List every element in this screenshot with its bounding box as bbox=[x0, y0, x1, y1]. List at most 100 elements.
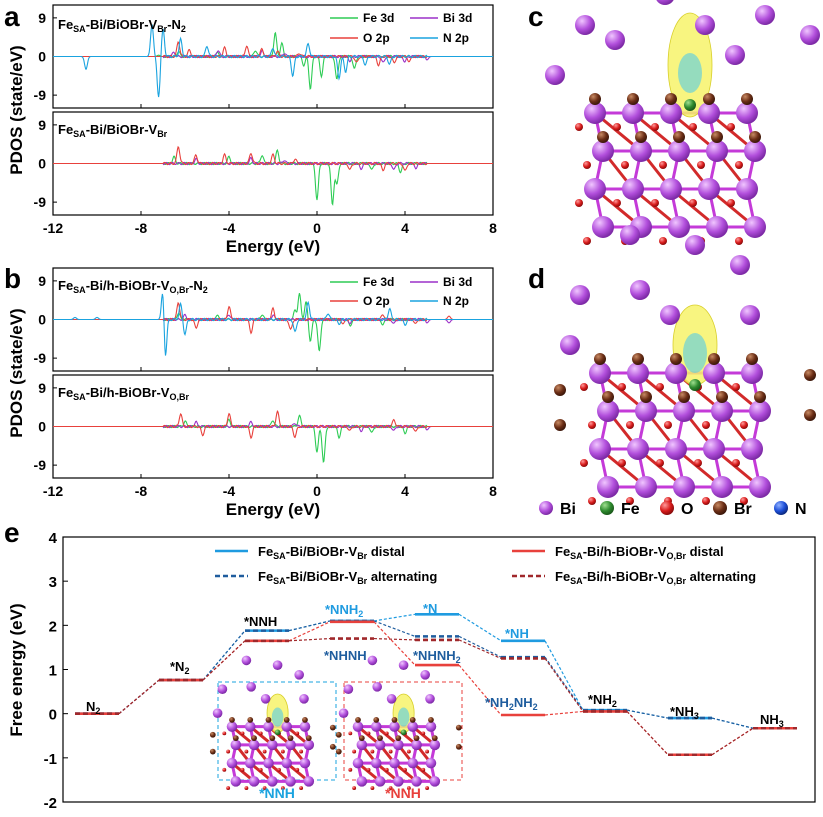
pdos-b: FeSA-Bi/h-BiOBr-VO,Br-N2 FeSA-Bi/h-BiOBr… bbox=[52, 267, 494, 479]
o-atom bbox=[384, 767, 389, 772]
free-energy-legend: FeSA-Bi/BiOBr-VBr distal FeSA-Bi/BiOBr-V… bbox=[215, 544, 756, 586]
bi-atom bbox=[267, 776, 278, 787]
x-tick-label: 0 bbox=[313, 483, 321, 499]
y-tick-label: -9 bbox=[34, 87, 47, 103]
br-atom bbox=[602, 391, 614, 403]
bi-atom bbox=[393, 776, 404, 787]
o-atom bbox=[694, 459, 702, 467]
legend-blue-distal: FeSA-Bi/BiOBr-VBr distal bbox=[258, 544, 405, 561]
connector-blue-alternating bbox=[458, 635, 502, 658]
br-atom bbox=[305, 735, 312, 742]
fe-y-tick-label: 4 bbox=[49, 530, 58, 547]
br-atom bbox=[265, 717, 272, 723]
pdos-b-bottom-label: FeSA-Bi/h-BiOBr-VO,Br bbox=[58, 385, 189, 402]
o-atom bbox=[621, 161, 629, 169]
bi-atom bbox=[263, 757, 274, 769]
bi-atom bbox=[356, 739, 368, 751]
fe-y-tick-label: 3 bbox=[49, 574, 57, 591]
bi-atom bbox=[668, 140, 690, 162]
connector-blue-distal bbox=[458, 613, 502, 642]
connector-red-alternating bbox=[118, 679, 160, 715]
label-nnh2: *NNH2 bbox=[325, 602, 363, 619]
pdos-a-bottom-label: FeSA-Bi/BiOBr-VBr bbox=[58, 122, 168, 139]
y-tick-label: -9 bbox=[34, 194, 47, 210]
bi-atom bbox=[374, 739, 386, 751]
state-labels: N2 *N2 *NNH *NNH2 *NHNH *N *NHNH2 *NH *N… bbox=[86, 601, 784, 729]
pdos-b-top-label: FeSA-Bi/h-BiOBr-VO,Br-N2 bbox=[58, 278, 208, 295]
bi-atom bbox=[230, 739, 242, 751]
br-atom bbox=[391, 717, 398, 723]
o-atom bbox=[370, 749, 375, 754]
bi-atom-surface bbox=[212, 708, 223, 718]
pdos-b-xlabel: Energy (eV) bbox=[226, 500, 320, 519]
free-energy-ylabel: Free energy (eV) bbox=[7, 603, 26, 736]
o-atom bbox=[626, 497, 634, 505]
pdos-a: FeSA-Bi/BiOBr-VBr-N2 FeSA-Bi/BiOBr-VBr F… bbox=[52, 4, 494, 216]
label-nnh: *NNH bbox=[244, 614, 277, 629]
x-tick-label: -4 bbox=[223, 483, 236, 499]
br-atom-edge bbox=[209, 731, 216, 738]
bi-atom-surface bbox=[570, 285, 590, 305]
o-atom bbox=[406, 786, 411, 791]
o-atom bbox=[588, 497, 596, 505]
br-atom bbox=[703, 93, 715, 105]
bi-atom bbox=[370, 721, 382, 732]
bi-atom-surface bbox=[730, 255, 750, 275]
bi-atom bbox=[703, 362, 725, 384]
inset-right-label: *NNH bbox=[385, 785, 421, 801]
connector-red-alternating bbox=[373, 637, 416, 641]
o-atom bbox=[421, 767, 426, 772]
bi-atom-surface bbox=[386, 694, 397, 704]
label-nhnh: *NHNH bbox=[324, 648, 367, 663]
connector-red-distal bbox=[288, 621, 331, 642]
pdos-series-o-2p bbox=[53, 145, 493, 172]
o-atom bbox=[258, 767, 263, 772]
o-atom bbox=[366, 731, 371, 736]
bi-atom bbox=[407, 757, 418, 769]
o-atom bbox=[727, 199, 735, 207]
br-atom bbox=[247, 717, 254, 723]
bi-atom bbox=[744, 140, 766, 162]
o-atom bbox=[299, 786, 304, 791]
label-nh2: *NH2 bbox=[588, 692, 617, 709]
connector-red-alternating bbox=[458, 639, 502, 660]
br-atom bbox=[302, 717, 308, 723]
bi-atom-surface bbox=[695, 15, 715, 35]
bi-atom-surface bbox=[241, 655, 252, 666]
pdos-series-o-2p bbox=[53, 409, 493, 440]
o-atom bbox=[702, 497, 710, 505]
o-atom bbox=[352, 786, 357, 791]
br-atom bbox=[665, 93, 677, 105]
bi-atom bbox=[226, 721, 238, 732]
bi-atom bbox=[736, 102, 758, 124]
pdos-a-legend: Fe 3d Bi 3d O 2p N 2p bbox=[330, 11, 472, 45]
bi-atom bbox=[635, 400, 657, 422]
br-atom bbox=[678, 391, 690, 403]
br-atom bbox=[395, 735, 402, 742]
o-atom bbox=[656, 459, 664, 467]
legend-bi-label: Bi 3d bbox=[443, 11, 472, 25]
bi-atom bbox=[665, 362, 687, 384]
o-atom bbox=[222, 767, 227, 772]
o-atom bbox=[299, 749, 304, 754]
br-atom bbox=[741, 93, 753, 105]
bi-atom-surface bbox=[217, 684, 228, 694]
bi-atom-surface bbox=[755, 5, 775, 25]
y-tick-label: 0 bbox=[38, 419, 46, 435]
br-atom bbox=[269, 735, 276, 742]
label-n: *N bbox=[423, 601, 437, 616]
fe-y-tick-label: 1 bbox=[49, 663, 57, 680]
pdos-a-top-label: FeSA-Bi/BiOBr-VBr-N2 bbox=[58, 17, 186, 34]
br-atom bbox=[746, 353, 758, 365]
bi-atom-surface bbox=[398, 660, 409, 670]
bi-atom bbox=[622, 178, 644, 200]
br-atom bbox=[640, 391, 652, 403]
label-nh3-final: NH3 bbox=[760, 712, 784, 729]
legend-n-atom bbox=[774, 501, 788, 515]
o-atom bbox=[262, 749, 267, 754]
connector-red-alternating bbox=[202, 640, 246, 681]
fe-atom bbox=[684, 99, 696, 111]
connector-red-distal bbox=[544, 710, 584, 716]
o-atom bbox=[388, 786, 393, 791]
legend-o-atom bbox=[660, 501, 674, 515]
